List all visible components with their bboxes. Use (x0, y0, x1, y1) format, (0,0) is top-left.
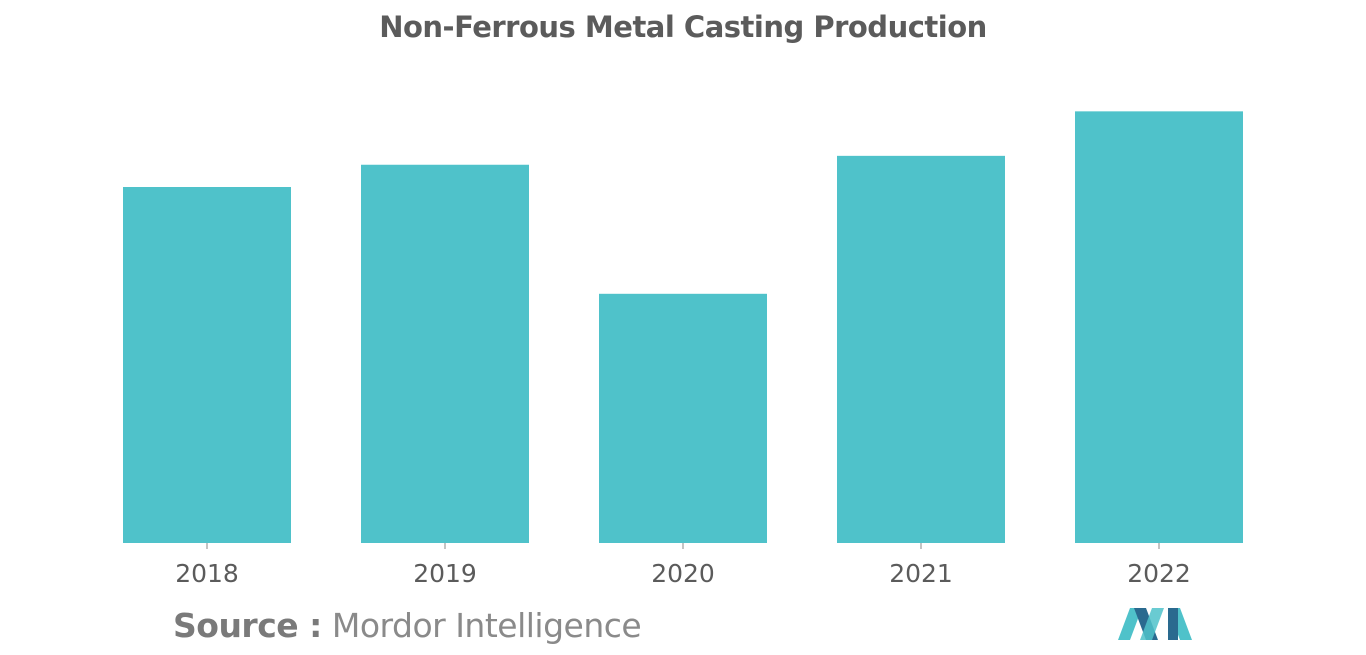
x-tick-label-2021: 2021 (889, 559, 953, 588)
source-name: Mordor Intelligence (331, 606, 642, 645)
bar-2019 (361, 164, 529, 543)
bar-2018 (123, 187, 291, 543)
x-tick-label-2019: 2019 (413, 559, 477, 588)
source-label: Source : (173, 606, 322, 645)
source-caption: Source : Mordor Intelligence (173, 606, 642, 645)
chart-title: Non-Ferrous Metal Casting Production (379, 10, 987, 44)
bar-2022 (1075, 111, 1243, 543)
bar-2021 (837, 155, 1005, 543)
bar-2020 (599, 293, 767, 543)
x-tick-label-2018: 2018 (175, 559, 239, 588)
x-tick-label-2020: 2020 (651, 559, 715, 588)
x-tick-label-2022: 2022 (1127, 559, 1191, 588)
mordor-logo-icon (1118, 608, 1192, 640)
bar-chart: 2018 2019 2020 2021 2022 (123, 111, 1243, 588)
